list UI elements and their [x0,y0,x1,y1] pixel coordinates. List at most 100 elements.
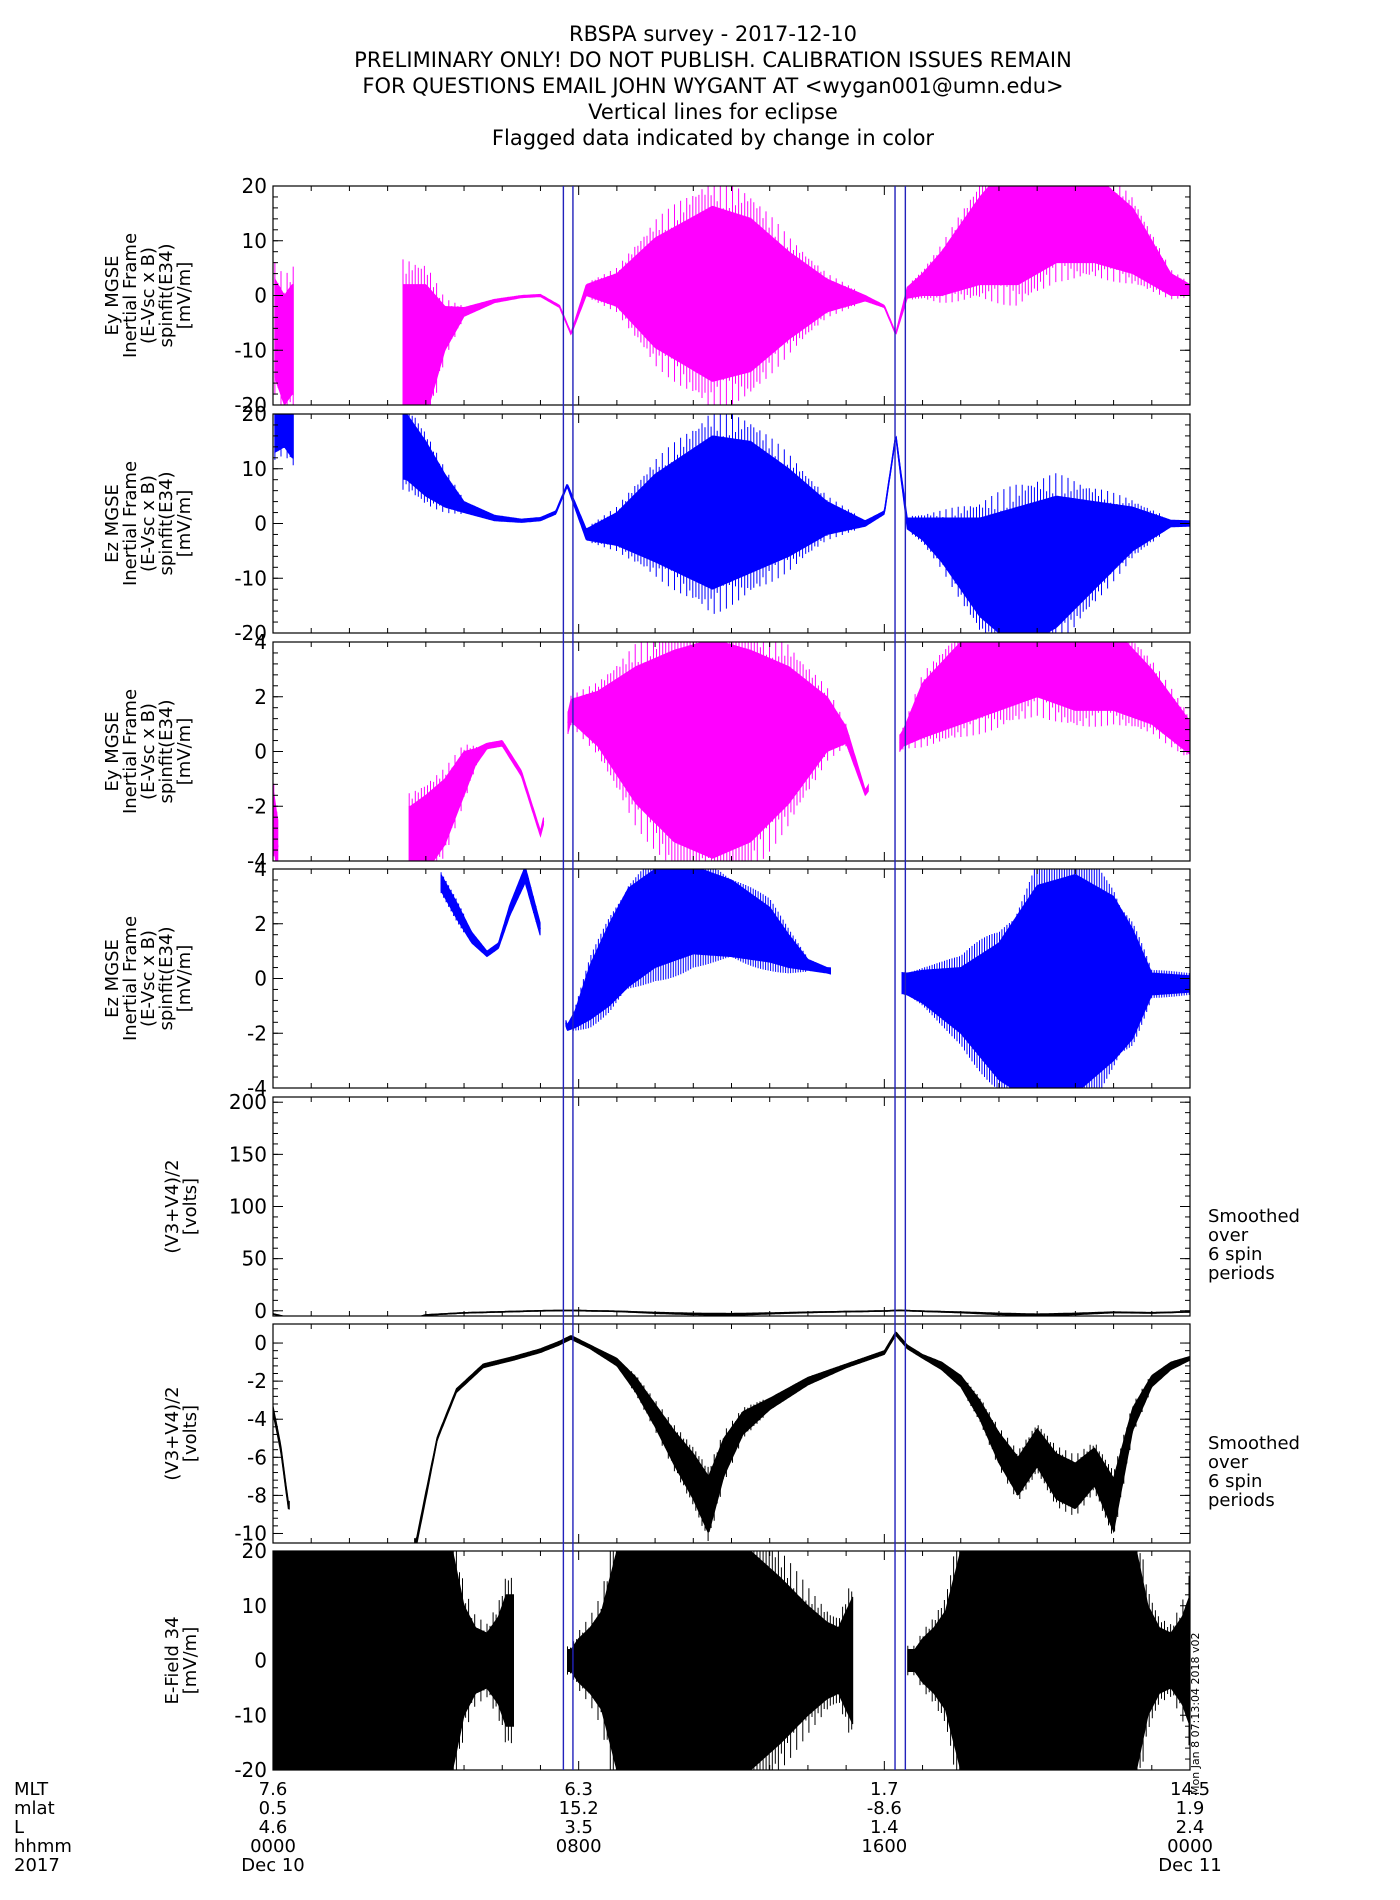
spikes [408,744,477,861]
title-line: Vertical lines for eclipse [588,100,838,124]
title-block: RBSPA survey - 2017-12-10 PRELIMINARY ON… [354,22,1072,150]
y-axis-label: [mV/m] [174,262,195,330]
eclipse-lines [562,186,907,1770]
envelope [899,642,1190,755]
y-tick-label: -8 [247,1483,267,1507]
footer-value: 1.7 [870,1779,899,1800]
footer-value: 15.2 [559,1798,599,1819]
y-tick-label: -2 [247,1021,267,1045]
y-tick-label: 0 [254,1299,267,1323]
trace [418,1309,1190,1316]
y-tick-label: -2 [247,1369,267,1393]
series-vavg_zoom [273,1331,1190,1543]
y-tick-label: 10 [242,229,267,253]
footer-value: -8.6 [867,1798,902,1819]
y-axis-label: (E-Vsc x B) [138,247,159,344]
y-tick-label: -4 [247,1076,267,1100]
spikes [440,869,537,933]
y-axis-label: spinfit(E34) [156,472,177,576]
side-note: Smoothed [1208,1433,1300,1454]
spikes [274,262,294,405]
y-tick-label: 0 [254,967,267,991]
y-axis-label: Inertial Frame [120,689,141,814]
footer-value: Dec 10 [241,1855,304,1876]
y-axis-label: E-Field 34 [162,1616,183,1704]
y-axis-label: Ez MGSE [102,939,123,1018]
y-tick-label: 20 [242,174,267,198]
series-ey_mgse_zoom [273,642,1190,861]
y-tick-label: -4 [247,849,267,873]
footer-value: 7.6 [259,1779,288,1800]
footer-value: 3.5 [564,1817,593,1838]
y-tick-label: 0 [254,284,267,308]
y-tick-label: 50 [242,1247,267,1271]
envelope [414,1331,1190,1543]
side-note: periods [1208,1263,1275,1284]
spikes [899,642,1190,760]
y-tick-label: 0 [254,1649,267,1673]
series-ez_mgse_wide [274,414,1190,633]
title-line: RBSPA survey - 2017-12-10 [569,22,857,46]
y-tick-label: -10 [234,1703,267,1727]
footer-value: 1.9 [1176,1798,1205,1819]
panel-efield34: -20 -10 0 10 20 E-Field 34[mV/m] [162,1539,1191,1782]
y-tick-label: -4 [247,1407,267,1431]
footer-value: Dec 11 [1158,1855,1221,1876]
y-tick-label: 4 [254,857,267,881]
footer-value: 14.5 [1170,1779,1210,1800]
trace [273,1409,290,1506]
y-axis-label: Inertial Frame [120,916,141,1041]
y-axis-label: Ey MGSE [102,255,123,335]
side-note: Smoothed [1208,1206,1300,1227]
y-tick-label: 10 [242,1594,267,1618]
footer-value: 0000 [250,1836,296,1857]
spikes [402,414,1163,633]
y-tick-label: 200 [229,1090,267,1114]
footer-value: 6.3 [564,1779,593,1800]
side-note: over [1208,1225,1249,1246]
spikes [907,1551,1190,1770]
y-axis-label: Inertial Frame [120,461,141,586]
y-tick-label: -2 [247,794,267,818]
y-axis-label: Inertial Frame [120,233,141,358]
y-axis-label: (V3+V4)/2 [162,1386,183,1480]
footer-row-label: MLT [14,1779,49,1800]
y-axis-label: [volts] [180,1405,201,1462]
y-tick-label: 2 [254,912,267,936]
y-axis-label: spinfit(E34) [156,700,177,804]
series-ez_mgse_zoom [440,869,1190,1088]
y-axis-label: Ey MGSE [102,711,123,791]
title-line: FOR QUESTIONS EMAIL JOHN WYGANT AT <wyga… [362,74,1063,98]
spikes [567,642,850,861]
y-tick-label: 150 [229,1142,267,1166]
y-tick-label: -10 [234,566,267,590]
footer-row-label: hhmm [14,1836,72,1857]
y-axis-label: [mV/m] [174,490,195,558]
y-tick-label: -10 [234,338,267,362]
side-note: 6 spin [1208,1244,1262,1265]
footer-value: 0.5 [259,1798,288,1819]
y-tick-label: 2 [254,685,267,709]
footer-row-label: mlat [14,1798,55,1819]
y-axis-label: (V3+V4)/2 [162,1159,183,1253]
timestamp-stamp: Mon Jan 8 07:13:04 2018 v02 [1189,1632,1202,1795]
footer-value: 0800 [556,1836,602,1857]
y-axis-label: Ez MGSE [102,484,123,563]
y-tick-label: -20 [234,1758,267,1782]
y-axis-label: (E-Vsc x B) [138,930,159,1027]
footer-value: 1.4 [870,1817,899,1838]
y-tick-label: 20 [242,1539,267,1563]
series-ey_mgse_wide [274,186,1190,405]
panel-vavg_wide: 0 50 100 150 200 (V3+V4)/2[volts] Smoothedover… [162,1090,1300,1323]
spikes [274,414,294,466]
y-axis-label: [mV/m] [174,718,195,786]
y-tick-label: -10 [234,1521,267,1545]
y-tick-label: 100 [229,1195,267,1219]
panel-frame [272,1096,1191,1317]
y-axis-label: (E-Vsc x B) [138,703,159,800]
y-tick-label: 4 [254,630,267,654]
